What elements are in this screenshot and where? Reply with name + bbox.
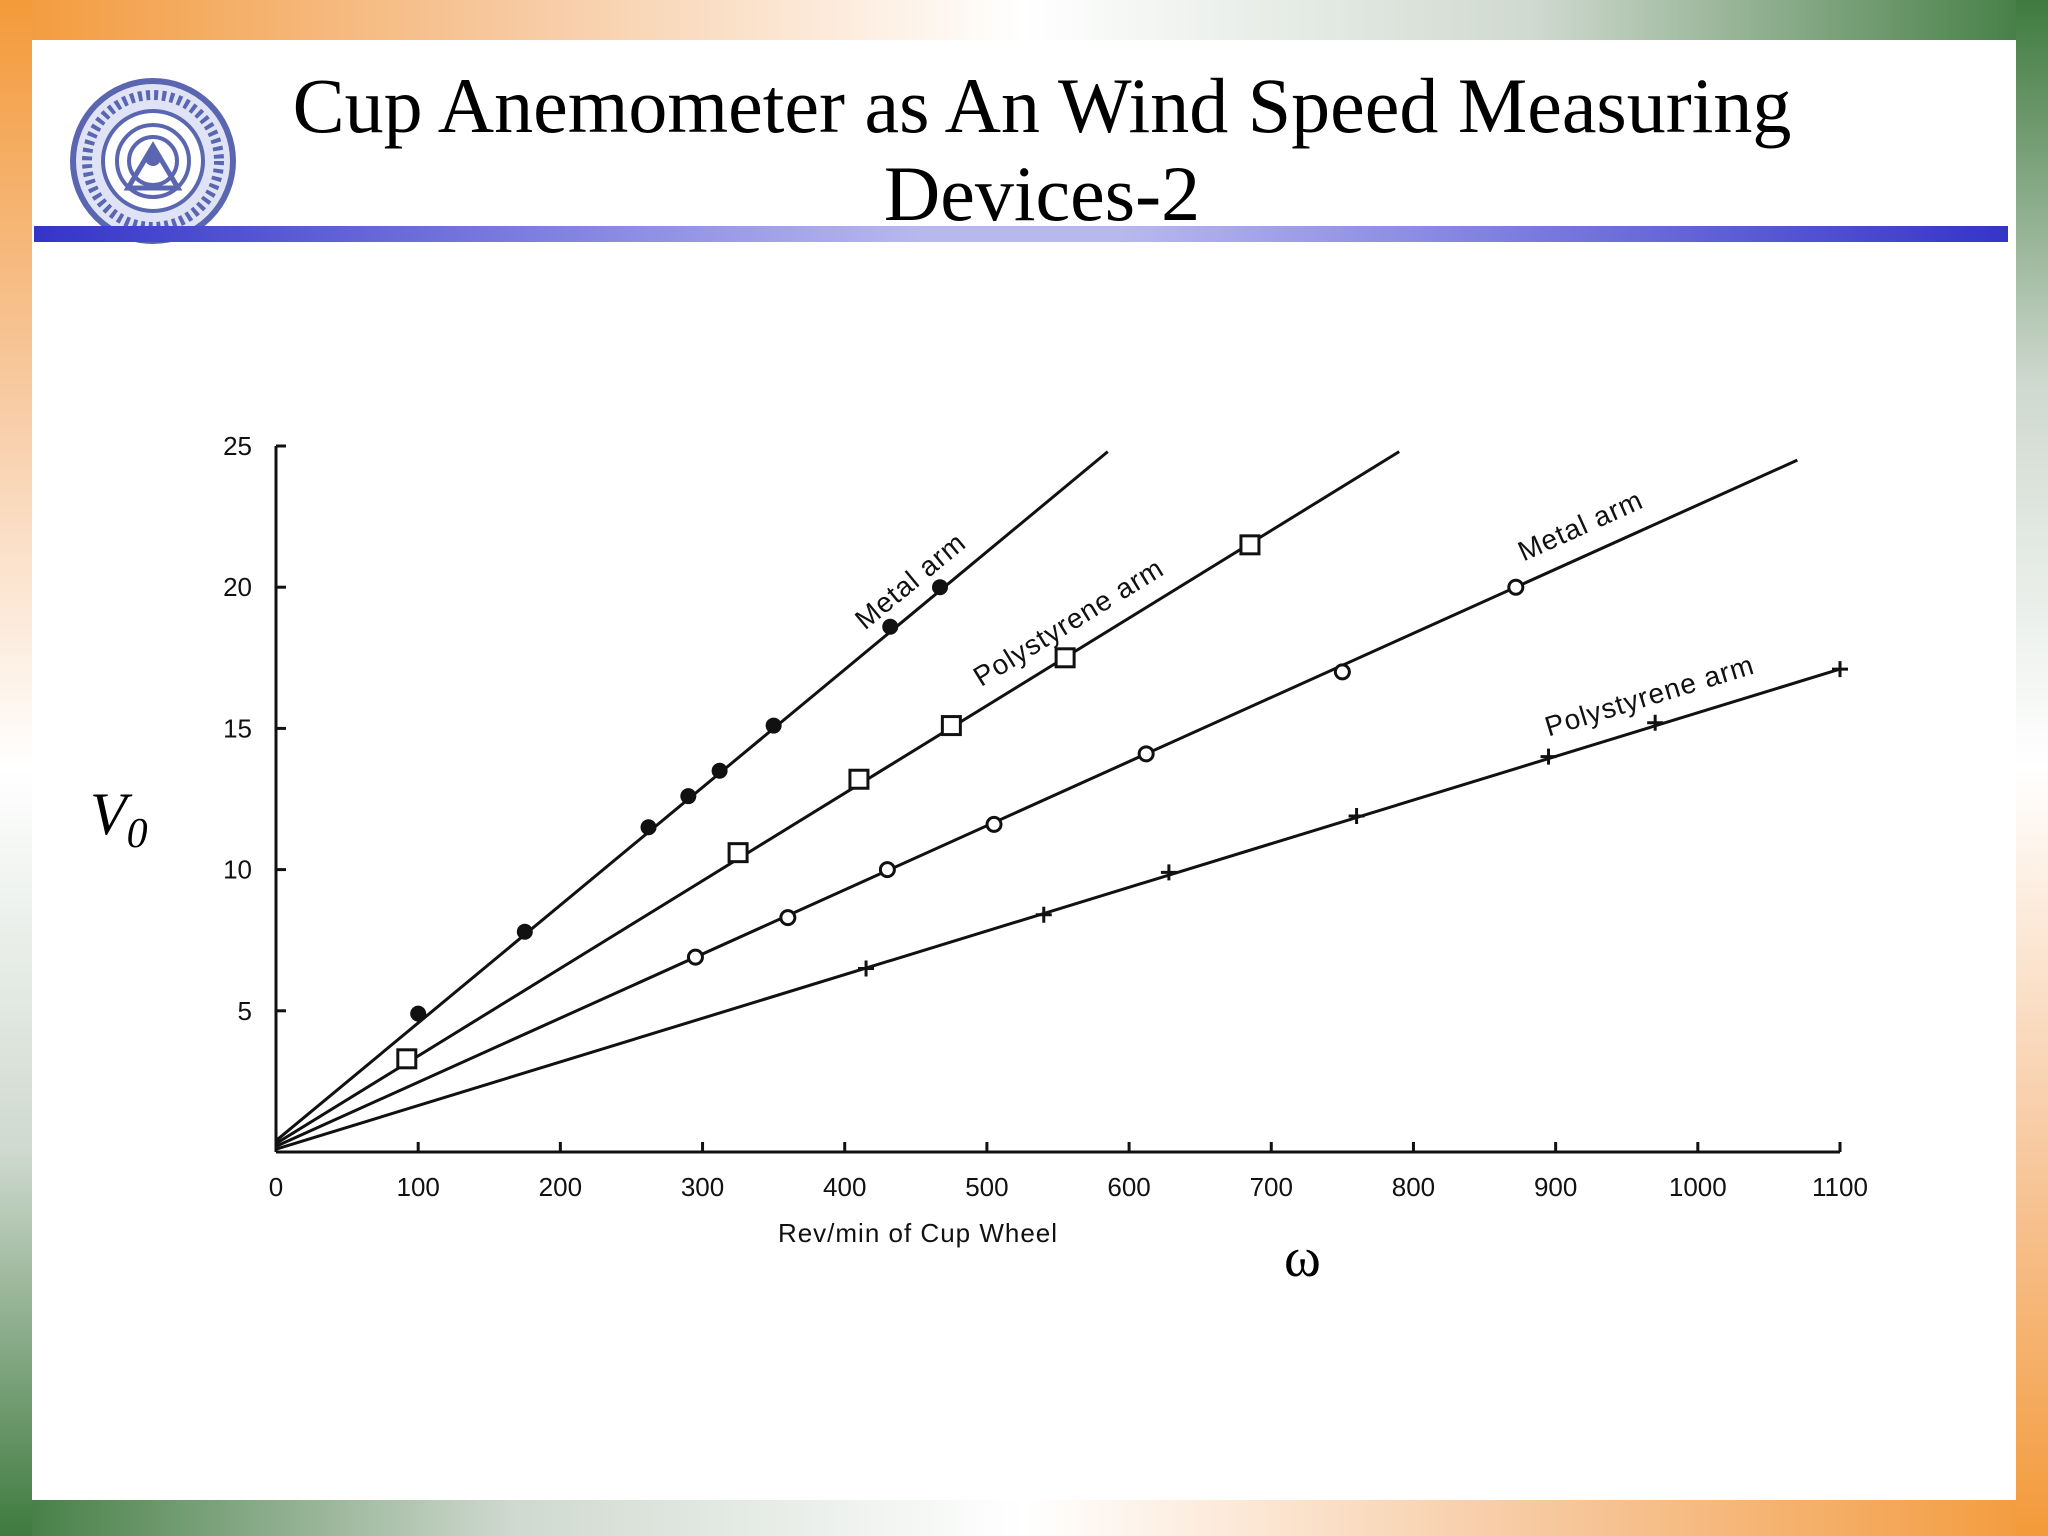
y-tick-label: 5	[238, 996, 252, 1026]
data-point-filled-circle	[765, 717, 782, 734]
y-symbol-main: V	[90, 781, 127, 847]
data-point-open-circle	[686, 948, 704, 966]
x-tick-label: 800	[1392, 1172, 1435, 1202]
x-tick-label: 0	[269, 1172, 283, 1202]
data-point-square	[848, 768, 870, 790]
slide-title: Cup Anemometer as An Wind Speed Measurin…	[252, 62, 1832, 238]
data-point-open-circle	[985, 815, 1003, 833]
y-tick-label: 25	[223, 431, 252, 461]
y-tick-label: 10	[223, 855, 252, 885]
border-left	[0, 0, 32, 1536]
data-point-open-circle	[1137, 745, 1155, 763]
border-bottom	[0, 1500, 2048, 1536]
institute-seal-icon	[70, 78, 236, 244]
y-tick-label: 20	[223, 572, 252, 602]
data-point-open-circle	[878, 861, 896, 879]
y-symbol-subscript: 0	[126, 811, 148, 857]
data-point-plus	[1160, 864, 1177, 881]
x-tick-label: 700	[1250, 1172, 1293, 1202]
chart-axes: 0 100 200 300 400 500 600 700 800 900 1000 1100 5 10 1…	[223, 431, 1868, 1248]
x-tick-label: 1100	[1812, 1172, 1868, 1202]
data-point-square	[940, 715, 962, 737]
data-point-plus	[1832, 661, 1848, 678]
data-point-open-circle	[1333, 663, 1351, 681]
x-tick-label: 900	[1534, 1172, 1577, 1202]
border-top	[0, 0, 2048, 40]
title-line-2: Devices-2	[883, 150, 1201, 237]
data-point-filled-circle	[882, 618, 899, 635]
border-right	[2016, 0, 2048, 1536]
title-underline-bar	[34, 226, 2008, 242]
data-point-plus	[1540, 748, 1557, 765]
data-point-filled-circle	[516, 923, 533, 940]
data-point-filled-circle	[931, 579, 948, 596]
x-tick-label: 100	[396, 1172, 439, 1202]
series-2-label: Polystyrene arm	[968, 552, 1169, 692]
data-point-open-circle	[779, 909, 797, 927]
series-2-line	[275, 450, 1401, 1145]
data-point-filled-circle	[640, 819, 657, 836]
x-axis-title: Rev/min of Cup Wheel	[778, 1218, 1058, 1248]
x-tick-label: 300	[681, 1172, 724, 1202]
x-tick-label: 600	[1107, 1172, 1150, 1202]
x-tick-label: 400	[823, 1172, 866, 1202]
data-point-square	[727, 842, 749, 864]
y-tick-label: 15	[223, 713, 252, 743]
data-point-filled-circle	[680, 788, 697, 805]
data-point-square	[1239, 534, 1261, 556]
wind-speed-chart: 0 100 200 300 400 500 600 700 800 900 1000 1100 5 10 1…	[223, 431, 1868, 1248]
x-axis-symbol: ω	[1284, 1227, 1321, 1289]
x-tick-label: 200	[539, 1172, 582, 1202]
data-point-plus	[1035, 906, 1052, 923]
series-3-label: Metal arm	[1513, 484, 1647, 567]
title-line-1: Cup Anemometer as An Wind Speed Measurin…	[292, 62, 1792, 149]
data-point-filled-circle	[410, 1005, 427, 1022]
slide-canvas: Cup Anemometer as An Wind Speed Measurin…	[32, 40, 2016, 1500]
data-point-plus	[1647, 714, 1664, 731]
series-4-line	[275, 667, 1841, 1151]
x-tick-label: 500	[965, 1172, 1008, 1202]
series-3-line	[275, 458, 1798, 1148]
chart-series	[275, 450, 1848, 1151]
y-axis-symbol: V0	[90, 780, 148, 858]
x-tick-label: 1000	[1669, 1172, 1727, 1202]
data-point-plus	[858, 960, 875, 977]
data-point-plus	[1348, 807, 1365, 824]
data-point-filled-circle	[711, 762, 728, 779]
data-point-square	[396, 1048, 418, 1070]
data-point-open-circle	[1507, 578, 1525, 596]
data-point-square	[1054, 647, 1076, 669]
